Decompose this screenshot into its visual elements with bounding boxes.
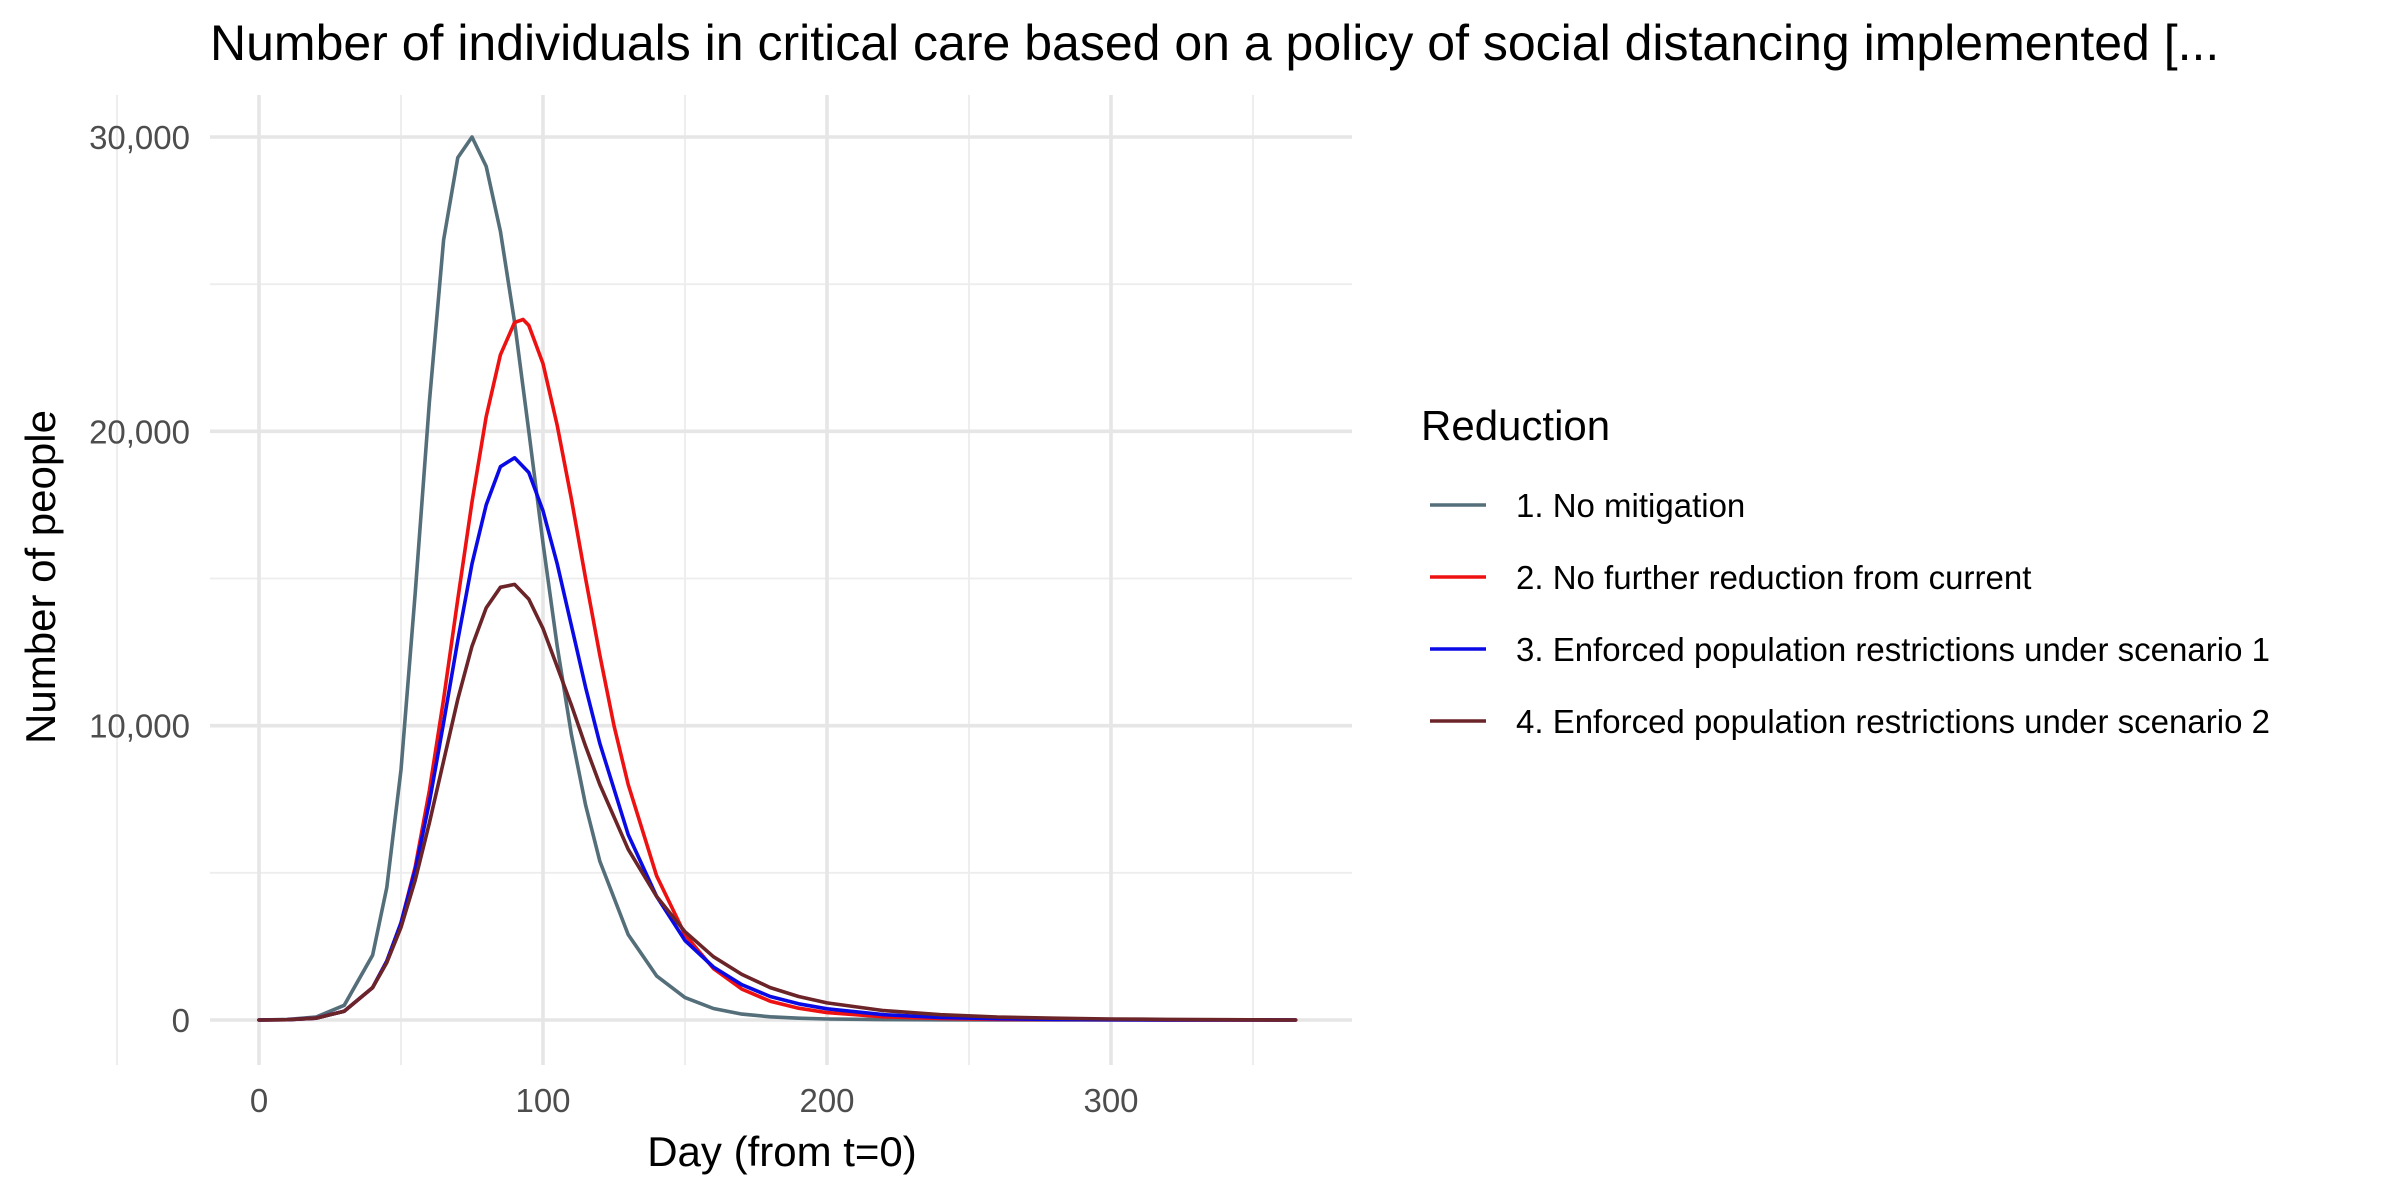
legend-label-3: 3. Enforced population restrictions unde… [1516,631,2270,668]
y-tick-label: 30,000 [89,119,190,156]
minor-gridlines [116,95,1352,1065]
series-line-2 [257,317,1298,1022]
legend-items: 1. No mitigation 2. No further reduction … [1430,487,2270,740]
legend-label-4: 4. Enforced population restrictions unde… [1516,703,2270,740]
x-tick-label: 300 [1083,1082,1138,1119]
series-line-4 [257,582,1298,1022]
x-axis-title: Day (from t=0) [647,1128,917,1175]
legend-label-1: 1. No mitigation [1516,487,1745,524]
legend-label-2: 2. No further reduction from current [1516,559,2031,596]
chart-title: Number of individuals in critical care b… [210,15,2219,71]
legend-title: Reduction [1421,402,1610,449]
y-tick-label: 20,000 [89,413,190,450]
y-axis-ticks: 0 10,000 20,000 30,000 [89,119,190,1039]
x-tick-label: 100 [515,1082,570,1119]
x-tick-label: 200 [799,1082,854,1119]
series-line-3 [257,455,1298,1022]
x-axis-ticks: 0 100 200 300 [250,1082,1139,1119]
y-tick-label: 0 [172,1002,190,1039]
y-tick-label: 10,000 [89,708,190,745]
legend: Reduction 1. No mitigation 2. No further … [1421,402,2270,740]
x-tick-label: 0 [250,1082,268,1119]
y-axis-title: Number of people [17,410,64,744]
plot-series [257,135,1298,1022]
